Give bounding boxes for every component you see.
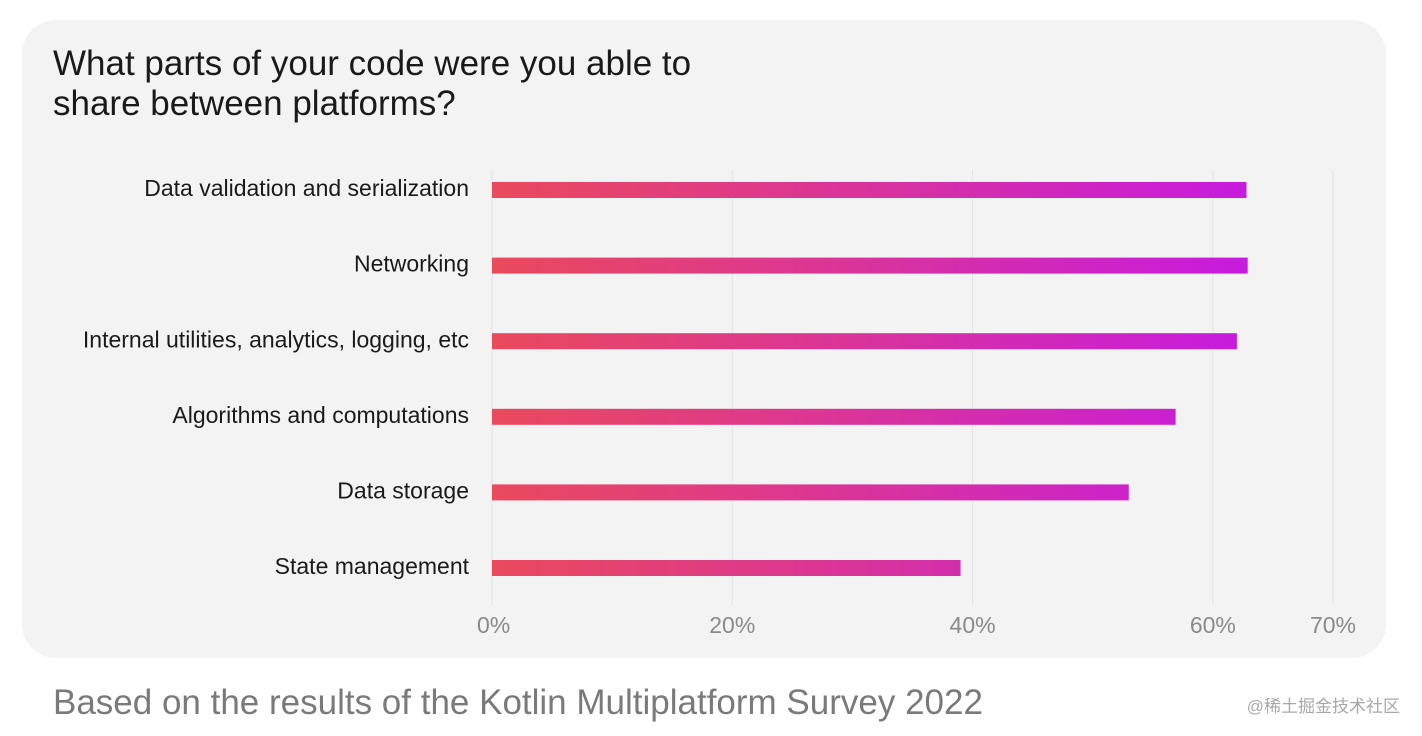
x-axis-tick-labels: 0% 20% 40% 60% 70% — [477, 612, 1356, 638]
category-label: State management — [275, 553, 470, 579]
x-tick-label: 20% — [709, 612, 755, 638]
bar — [492, 484, 1129, 501]
gridlines — [491, 170, 1334, 605]
bar — [492, 408, 1176, 425]
bar — [492, 182, 1247, 198]
bar — [492, 333, 1237, 350]
category-label: Internal utilities, analytics, logging, … — [83, 326, 469, 352]
bar — [492, 560, 961, 576]
x-tick-label: 40% — [950, 612, 996, 638]
source-footnote: Based on the results of the Kotlin Multi… — [53, 683, 983, 722]
category-label: Data storage — [337, 477, 469, 503]
x-tick-label: 70% — [1310, 612, 1356, 638]
bar — [492, 257, 1248, 274]
chart-title: What parts of your code were you able to… — [53, 44, 692, 123]
category-label: Networking — [354, 251, 469, 277]
watermark: @稀土掘金技术社区 — [1246, 697, 1400, 716]
category-label: Algorithms and computations — [172, 402, 469, 428]
x-tick-label: 60% — [1190, 612, 1236, 638]
x-tick-label: 0% — [477, 612, 510, 638]
category-labels: Data validation and serialization Network… — [83, 175, 470, 579]
bars — [492, 182, 1248, 576]
category-label: Data validation and serialization — [144, 175, 469, 201]
